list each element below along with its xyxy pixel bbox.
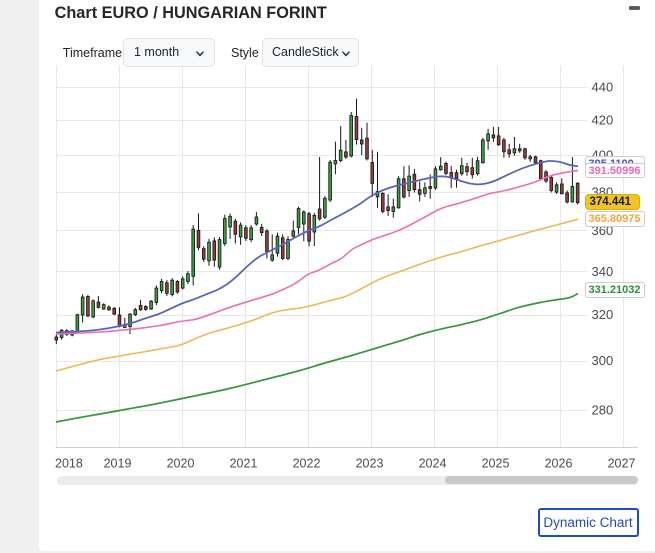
svg-text:280: 280 (592, 403, 614, 418)
svg-text:2020: 2020 (167, 457, 195, 471)
svg-text:300: 300 (592, 353, 614, 368)
svg-text:420: 420 (592, 113, 614, 128)
svg-text:2018: 2018 (55, 457, 83, 471)
svg-text:340: 340 (592, 264, 614, 279)
svg-text:320: 320 (592, 307, 614, 322)
svg-text:360: 360 (592, 223, 614, 238)
svg-text:2021: 2021 (230, 457, 258, 471)
svg-text:2027: 2027 (608, 457, 636, 471)
svg-text:2025: 2025 (482, 457, 510, 471)
svg-text:440: 440 (592, 80, 614, 95)
svg-text:2022: 2022 (293, 457, 321, 471)
svg-text:2024: 2024 (419, 457, 447, 471)
svg-text:2026: 2026 (545, 457, 573, 471)
svg-text:2023: 2023 (356, 457, 384, 471)
svg-text:2019: 2019 (104, 457, 132, 471)
